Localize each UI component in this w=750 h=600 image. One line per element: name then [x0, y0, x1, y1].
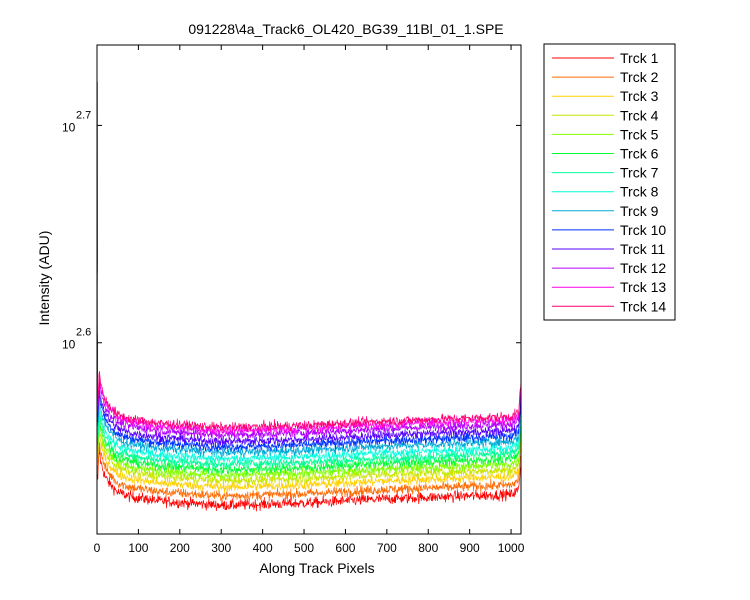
- x-tick-label: 0: [94, 541, 101, 555]
- legend-label: Trck 11: [620, 241, 665, 257]
- legend-items: Trck 1 Trck 2 Trck 3 Trck 4 Trck 5 Trck 6 Trck…: [552, 50, 666, 314]
- legend-label: Trck 2: [620, 69, 659, 85]
- y-tick-label-base: 10: [62, 120, 76, 134]
- x-axis-label: Along Track Pixels: [259, 560, 374, 576]
- x-tick-label: 700: [377, 541, 397, 555]
- y-tick-label-base: 10: [62, 338, 76, 352]
- chart-title: 091228\4a_Track6_OL420_BG39_11Bl_01_1.SP…: [188, 21, 503, 37]
- legend-label: Trck 7: [620, 165, 659, 181]
- x-tick-label: 800: [418, 541, 438, 555]
- series-line-trck-5: [97, 290, 522, 481]
- series-line-trck-10: [97, 334, 522, 453]
- x-tick-label: 500: [294, 541, 314, 555]
- legend-label: Trck 12: [620, 260, 666, 276]
- plot-area: 0 100 200 300 400 500 600 700 800 900 1000 102.610…: [62, 44, 525, 555]
- legend-label: Trck 1: [620, 50, 659, 66]
- x-tick-label: 100: [128, 541, 148, 555]
- legend-label: Trck 3: [620, 88, 659, 104]
- y-tick-label-exponent: 2.6: [76, 327, 91, 339]
- legend-label: Trck 8: [620, 184, 659, 200]
- legend-label: Trck 6: [620, 146, 659, 162]
- series-line-trck-3: [97, 273, 522, 494]
- legend-label: Trck 9: [620, 203, 659, 219]
- legend-label: Trck 10: [620, 222, 666, 238]
- series-line-trck-8: [97, 316, 522, 464]
- x-tick-label: 900: [460, 541, 480, 555]
- series-line-trck-12: [97, 351, 522, 441]
- legend-box: [543, 43, 676, 321]
- y-tick-label-exponent: 2.7: [76, 109, 91, 121]
- series-line-trck-1: [97, 81, 522, 512]
- legend-label: Trck 4: [620, 107, 659, 123]
- x-axis-ticks: 0 100 200 300 400 500 600 700 800 900 1000: [94, 45, 525, 555]
- series-line-trck-2: [97, 264, 522, 502]
- axes-box: [96, 44, 522, 535]
- legend: Trck 1 Trck 2 Trck 3 Trck 4 Trck 5 Trck 6 Trck…: [543, 43, 676, 321]
- series-line-trck-6: [97, 299, 522, 476]
- legend-label: Trck 5: [620, 126, 659, 142]
- x-tick-label: 200: [170, 541, 190, 555]
- legend-label: Trck 14: [620, 298, 666, 314]
- series-lines: [97, 81, 522, 512]
- series-line-trck-14: [97, 368, 522, 433]
- x-tick-label: 300: [211, 541, 231, 555]
- y-axis-label: Intensity (ADU): [36, 231, 52, 326]
- x-tick-label: 600: [335, 541, 355, 555]
- legend-label: Trck 13: [620, 279, 666, 295]
- x-tick-label: 400: [253, 541, 273, 555]
- x-tick-label: 1000: [498, 541, 525, 555]
